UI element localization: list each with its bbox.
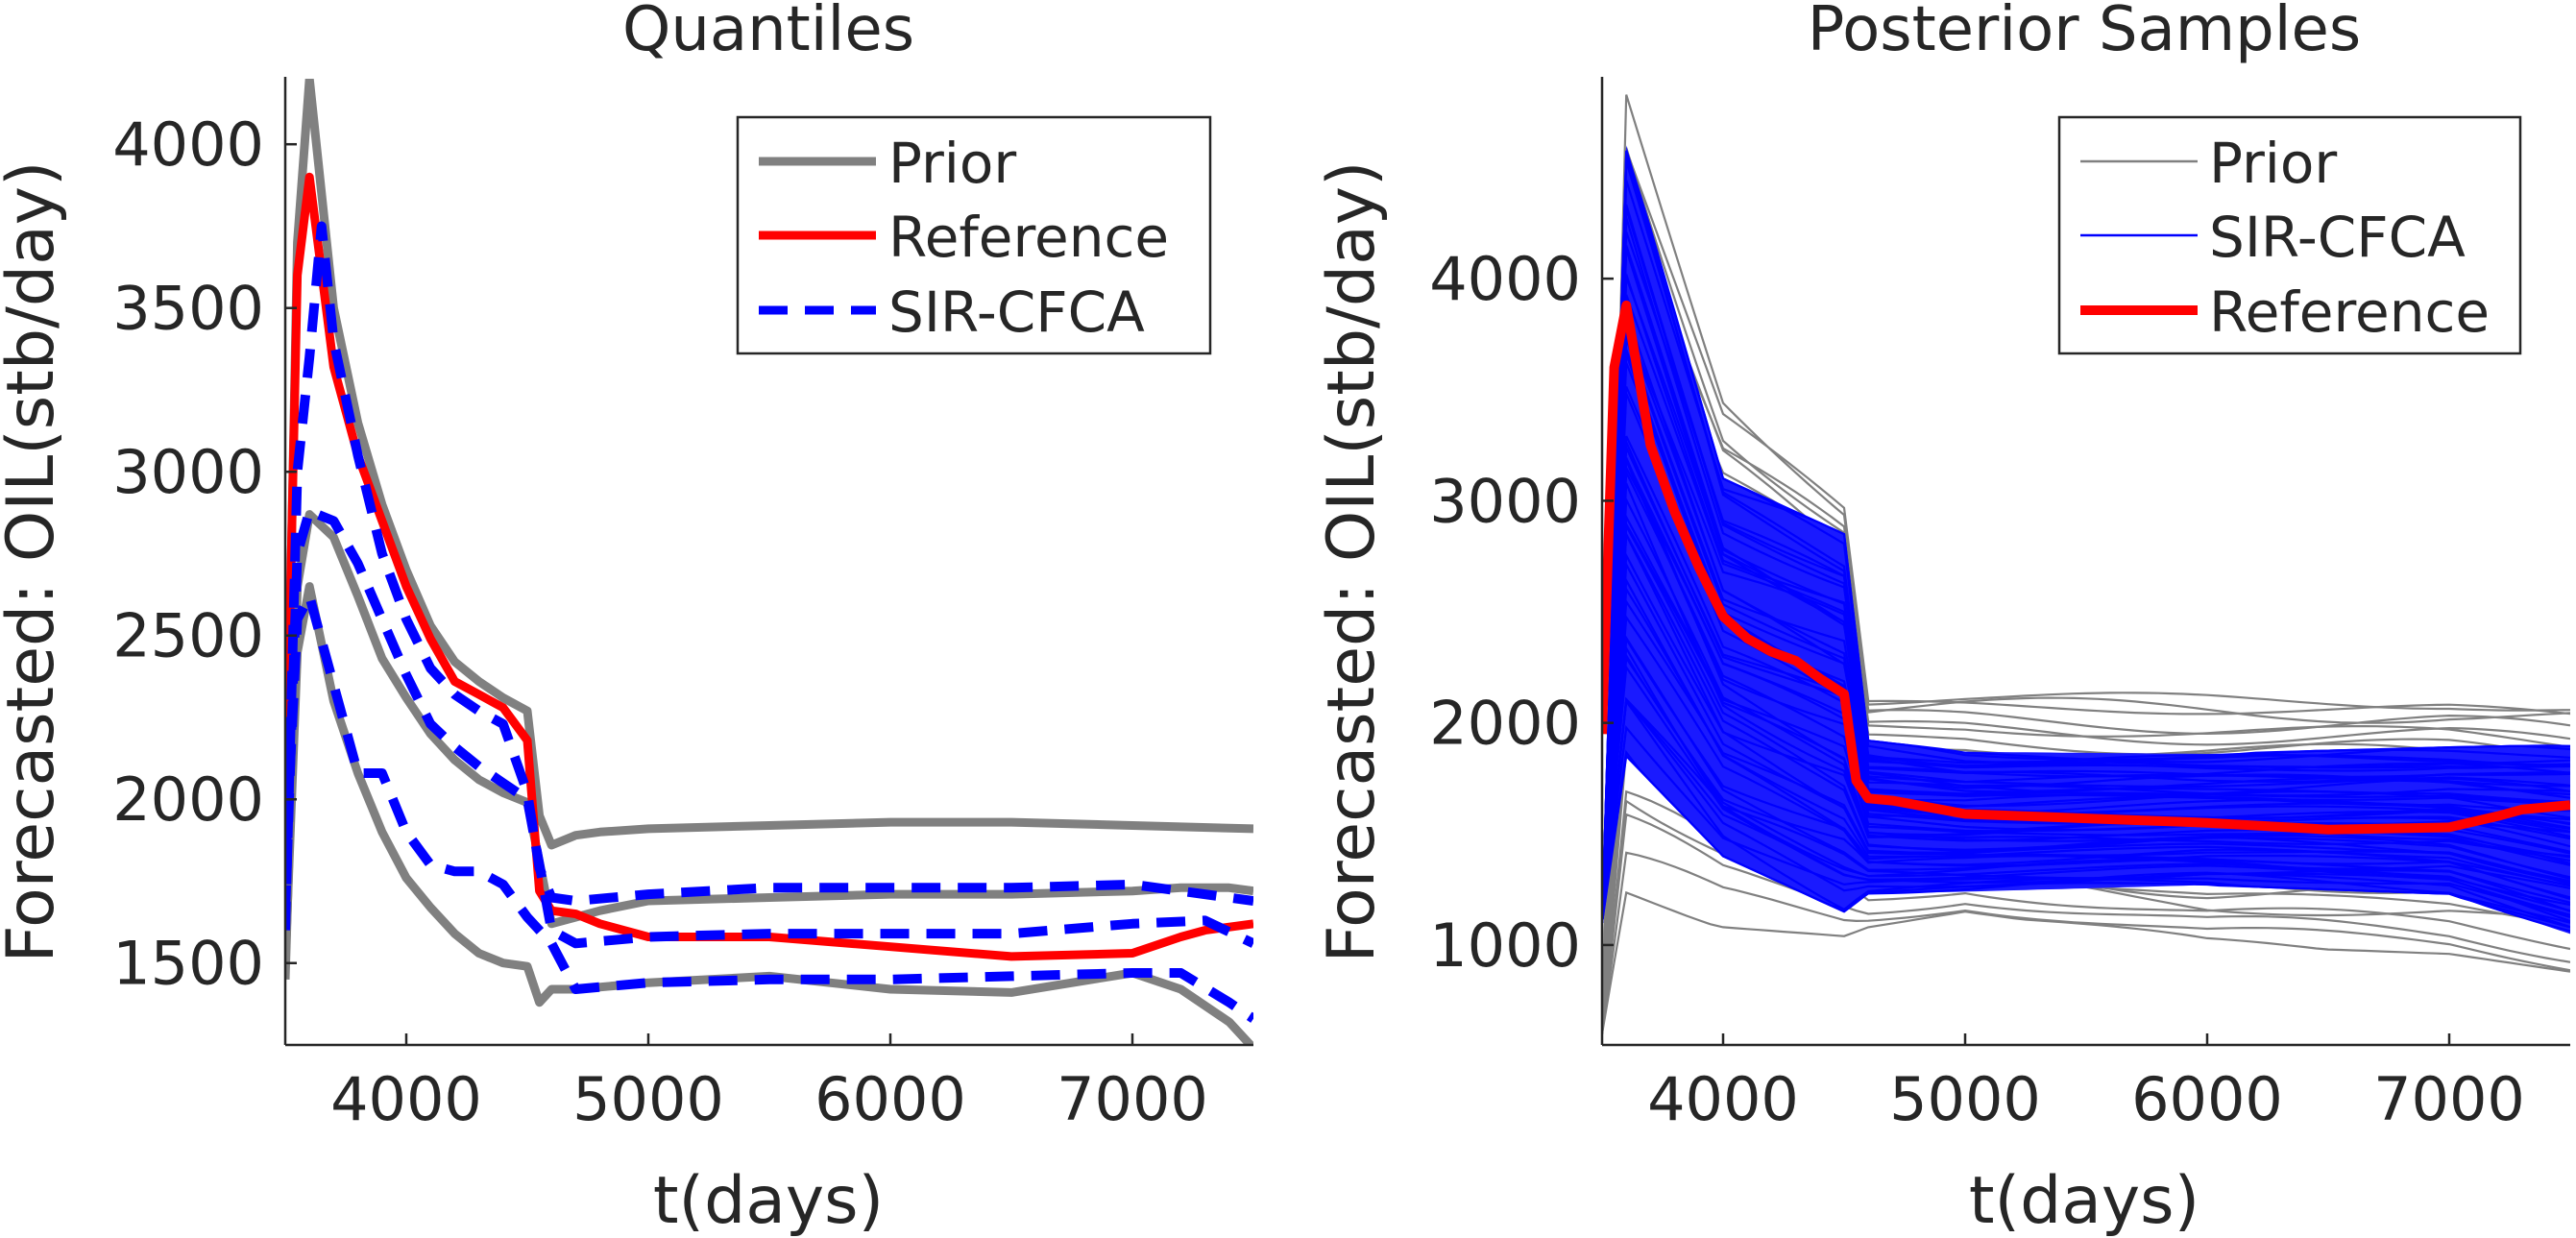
prior-sample-line bbox=[1602, 212, 2570, 1034]
x-axis-label: t(days) bbox=[1969, 1163, 2199, 1238]
axes: 4000 5000 6000 7000 1000 2000 3000 4000 bbox=[1429, 77, 2570, 1134]
legend-label-reference: Reference bbox=[888, 205, 1169, 270]
series-line-sir-cfca-4 bbox=[285, 221, 1253, 931]
chart-title: Posterior Samples bbox=[1808, 0, 2362, 65]
prior-sample-line bbox=[1602, 851, 2570, 1034]
posterior-sample-line bbox=[1602, 696, 2570, 923]
y-tick-label: 1500 bbox=[112, 929, 264, 999]
prior-sample-line bbox=[1602, 94, 2570, 1034]
y-axis-label: Forecasted: OIL(stb/day) bbox=[0, 160, 69, 962]
posterior-sample-line bbox=[1602, 614, 2570, 923]
prior-sample-line bbox=[1602, 813, 2570, 1034]
y-tick-label: 3500 bbox=[112, 274, 264, 344]
legend-label-prior: Prior bbox=[888, 131, 1016, 196]
x-tick-label: 4000 bbox=[330, 1064, 482, 1134]
posterior-sample-line bbox=[1602, 246, 2570, 923]
y-tick-label: 2000 bbox=[112, 765, 264, 835]
plot-area bbox=[1602, 94, 2570, 1034]
y-tick-label: 4000 bbox=[112, 109, 264, 180]
quantiles-panel: Quantiles 4000 5000 6000 7000 1500 2000 2500 30… bbox=[0, 0, 1253, 1238]
posterior-sample-line bbox=[1602, 561, 2570, 923]
reference-line bbox=[1602, 300, 2570, 835]
prior-sample-line bbox=[1602, 206, 2570, 1034]
x-tick-label: 7000 bbox=[1057, 1064, 1208, 1134]
plot-area bbox=[285, 79, 1253, 1045]
legend-label-reference: Reference bbox=[2209, 279, 2490, 345]
legend: Prior Reference SIR-CFCA bbox=[736, 115, 1212, 355]
posterior-sample-line bbox=[1602, 586, 2570, 923]
x-tick-label: 5000 bbox=[1889, 1064, 2041, 1134]
legend-label-sir-cfca: SIR-CFCA bbox=[888, 279, 1145, 345]
posterior-sample-line bbox=[1602, 530, 2570, 923]
x-tick-label: 6000 bbox=[814, 1064, 966, 1134]
y-tick-label: 4000 bbox=[1429, 244, 1581, 314]
x-tick-label: 5000 bbox=[572, 1064, 724, 1134]
x-axis-label: t(days) bbox=[653, 1163, 884, 1238]
posterior-sample-line bbox=[1602, 334, 2570, 923]
posterior-sample-line bbox=[1602, 160, 2570, 923]
posterior-sample-line bbox=[1602, 150, 2570, 923]
posterior-samples-panel: Posterior Samples 4000 5000 6000 7000 1000 20… bbox=[1314, 0, 2570, 1238]
x-tick-label: 4000 bbox=[1647, 1064, 1799, 1134]
legend: Prior SIR-CFCA Reference bbox=[2057, 115, 2522, 355]
legend-label-prior: Prior bbox=[2209, 131, 2337, 196]
x-tick-label: 7000 bbox=[2373, 1064, 2525, 1134]
y-tick-label: 3000 bbox=[1429, 466, 1581, 536]
prior-sample-line bbox=[1602, 147, 2570, 1034]
posterior-sample-line bbox=[1602, 353, 2570, 923]
legend-label-sir-cfca: SIR-CFCA bbox=[2209, 205, 2466, 270]
y-tick-label: 1000 bbox=[1429, 910, 1581, 981]
posterior-sample-line bbox=[1602, 576, 2570, 923]
y-axis-label: Forecasted: OIL(stb/day) bbox=[1314, 160, 1390, 962]
y-tick-label: 2000 bbox=[1429, 689, 1581, 759]
y-tick-label: 3000 bbox=[112, 437, 264, 507]
x-tick-label: 6000 bbox=[2131, 1064, 2283, 1134]
posterior-sample-line bbox=[1602, 652, 2570, 923]
posterior-sample-line bbox=[1602, 207, 2570, 923]
y-tick-label: 2500 bbox=[112, 601, 264, 671]
posterior-sample-line bbox=[1602, 496, 2570, 923]
posterior-sample-line bbox=[1602, 231, 2570, 923]
posterior-sample-line bbox=[1602, 655, 2570, 923]
axes: 4000 5000 6000 7000 1500 2000 2500 3000 3500 4000 bbox=[112, 77, 1253, 1134]
posterior-sample-line bbox=[1602, 644, 2570, 923]
chart-title: Quantiles bbox=[622, 0, 914, 65]
series-line-prior-0 bbox=[285, 79, 1253, 865]
series-line-sir-cfca-5 bbox=[285, 506, 1253, 949]
posterior-sample-line bbox=[1602, 458, 2570, 923]
